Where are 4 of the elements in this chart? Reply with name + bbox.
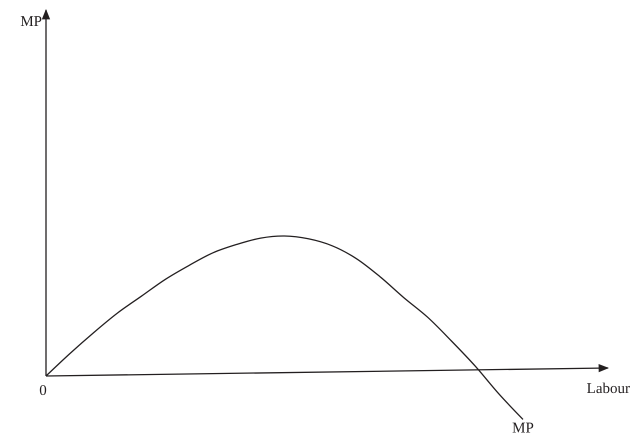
annotation: 0 xyxy=(39,383,47,399)
x-axis-title: Labour xyxy=(586,381,630,397)
text: MP xyxy=(20,14,42,30)
series-label: MP xyxy=(512,420,534,436)
